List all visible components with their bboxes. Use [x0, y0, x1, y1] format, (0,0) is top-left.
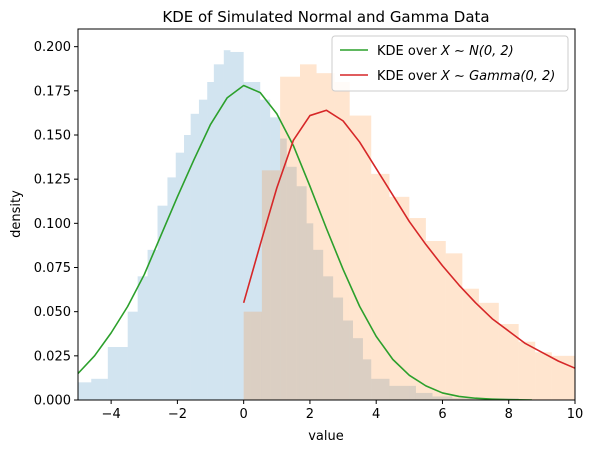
normal-histogram-bar [362, 359, 372, 400]
normal-histogram-bar [270, 117, 281, 400]
x-tick-label: 0 [240, 407, 248, 422]
normal-histogram-bar [260, 99, 271, 400]
gamma-histogram-bar [535, 352, 552, 400]
gamma-histogram-bar [334, 82, 350, 400]
gamma-histogram-bar [409, 218, 426, 400]
gamma-histogram-bar [445, 253, 463, 400]
normal-histogram-bar [306, 223, 314, 400]
x-axis-label: value [308, 429, 344, 444]
normal-histogram-bar [107, 347, 128, 400]
normal-histogram-bar [127, 311, 138, 400]
gamma-histogram-bar [425, 241, 446, 400]
chart-title: KDE of Simulated Normal and Gamma Data [162, 8, 489, 26]
y-tick-label: 0.125 [34, 173, 71, 188]
normal-histogram-bar [137, 276, 148, 400]
normal-histogram-bar [167, 177, 176, 400]
legend-label-gamma: KDE over X ∼ Gamma(0, 2) [377, 69, 555, 84]
plot-frame [77, 28, 576, 401]
gamma-histogram-bar [478, 302, 499, 400]
normal-histogram-bar [415, 392, 433, 400]
normal-histogram-bar [432, 396, 453, 400]
x-tick-label: 2 [306, 407, 314, 422]
normal-histogram-bar [243, 82, 251, 400]
normal-histogram-bar [91, 378, 108, 400]
normal-histogram-bar [207, 82, 214, 400]
x-tick-label: −2 [168, 407, 187, 422]
gamma-histogram-bar [498, 324, 519, 400]
normal-histogram-bar [280, 138, 287, 400]
gamma-histogram-bar [551, 355, 575, 400]
normal-histogram-bar [223, 50, 231, 400]
y-axis: 0.000 0.025 0.050 0.075 0.100 0.125 0.150 0.175… [34, 40, 78, 409]
normal-histogram-bar [230, 51, 244, 400]
normal-histogram-bar [371, 378, 390, 400]
normal-histogram-bar [147, 249, 158, 400]
normal-histogram-bar [184, 135, 191, 400]
legend-box [331, 35, 569, 92]
x-tick-label: 4 [372, 407, 380, 422]
gamma-histogram-bar [280, 76, 300, 400]
gamma-histogram-bar [299, 64, 317, 400]
gamma-histogram-bar [316, 73, 335, 400]
gamma-histogram-bar [243, 311, 262, 400]
legend: KDE over X ∼ N(0, 2) KDE over X ∼ Gamma(… [331, 35, 569, 92]
normal-histogram-bar [250, 82, 261, 400]
kde-gamma-line [242, 109, 575, 369]
y-tick-label: 0.150 [34, 129, 71, 144]
gamma-histogram-bar [518, 341, 536, 400]
gamma-histogram-bar [261, 170, 281, 400]
gamma-histogram-bar [371, 173, 390, 400]
normal-histogram-bar [353, 338, 363, 400]
gamma-histogram-bar [389, 196, 410, 400]
y-tick-label: 0.200 [34, 40, 71, 55]
y-axis-label: density [9, 190, 24, 238]
normal-histogram-bar [296, 186, 307, 400]
normal-histogram-bar [333, 297, 344, 400]
histogram-layer [78, 50, 575, 400]
normal-histogram-bar [78, 382, 92, 400]
normal-histogram-bar [343, 320, 354, 400]
x-tick-label: 10 [567, 407, 584, 422]
y-tick-label: 0.025 [34, 349, 71, 364]
gamma-histogram-bar [349, 115, 372, 400]
y-tick-label: 0.050 [34, 305, 71, 320]
x-axis: −4 −2 0 2 4 6 8 10 [102, 400, 584, 422]
normal-histogram-bar [313, 249, 324, 400]
normal-histogram-bar [190, 113, 199, 400]
y-tick-label: 0.000 [34, 394, 71, 409]
normal-histogram-bar [175, 152, 185, 400]
gamma-histogram-bar [462, 288, 479, 400]
y-tick-label: 0.175 [34, 84, 71, 99]
normal-histogram-bar [157, 205, 168, 400]
normal-histogram-bar [198, 99, 208, 400]
normal-histogram-bar [323, 276, 334, 400]
normal-histogram-bar [213, 64, 224, 400]
x-tick-label: 6 [438, 407, 446, 422]
x-tick-label: −4 [102, 407, 121, 422]
legend-label-normal: KDE over X ∼ N(0, 2) [377, 44, 514, 59]
y-tick-label: 0.100 [34, 217, 71, 232]
x-tick-label: 8 [505, 407, 513, 422]
kde-normal-line [78, 84, 532, 400]
normal-histogram-bar [389, 385, 416, 400]
y-tick-label: 0.075 [34, 261, 71, 276]
kde-line-layer [78, 84, 575, 400]
normal-histogram-bar [286, 166, 297, 400]
